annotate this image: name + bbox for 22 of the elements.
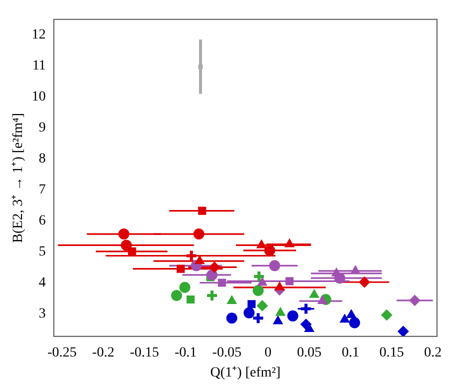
y-tick-label: 7 [38,182,46,198]
x-tick-label: 0.05 [297,345,322,360]
x-tick-label: 0.15 [379,345,404,360]
y-tick-label: 3 [38,306,46,322]
y-tick-label: 8 [38,152,46,167]
x-tick-label: -0.15 [130,345,160,360]
y-tick-label: 10 [32,90,46,105]
x-tick-label: -0.25 [47,345,77,360]
y-tick-label: 12 [32,28,46,43]
x-tick-label: -0.1 [174,345,197,360]
y-tick-label: 9 [38,120,46,136]
x-tick-label: 0 [264,345,272,360]
x-tick-label: -0.2 [92,345,114,360]
x-axis-title: Q(1⁺) [efm²] [210,365,281,380]
y-tick-label: 5 [38,244,46,260]
y-axis-title: B(E2, 3⁺ → 1⁺) [e²fm⁴] [11,112,26,243]
x-tick-label: 0.2 [424,345,442,360]
x-tick-label: 0.1 [342,345,360,360]
y-tick-label: 6 [38,214,46,229]
y-tick-label: 11 [32,58,46,74]
x-tick-label: -0.05 [212,345,242,360]
y-tick-label: 4 [38,276,46,291]
